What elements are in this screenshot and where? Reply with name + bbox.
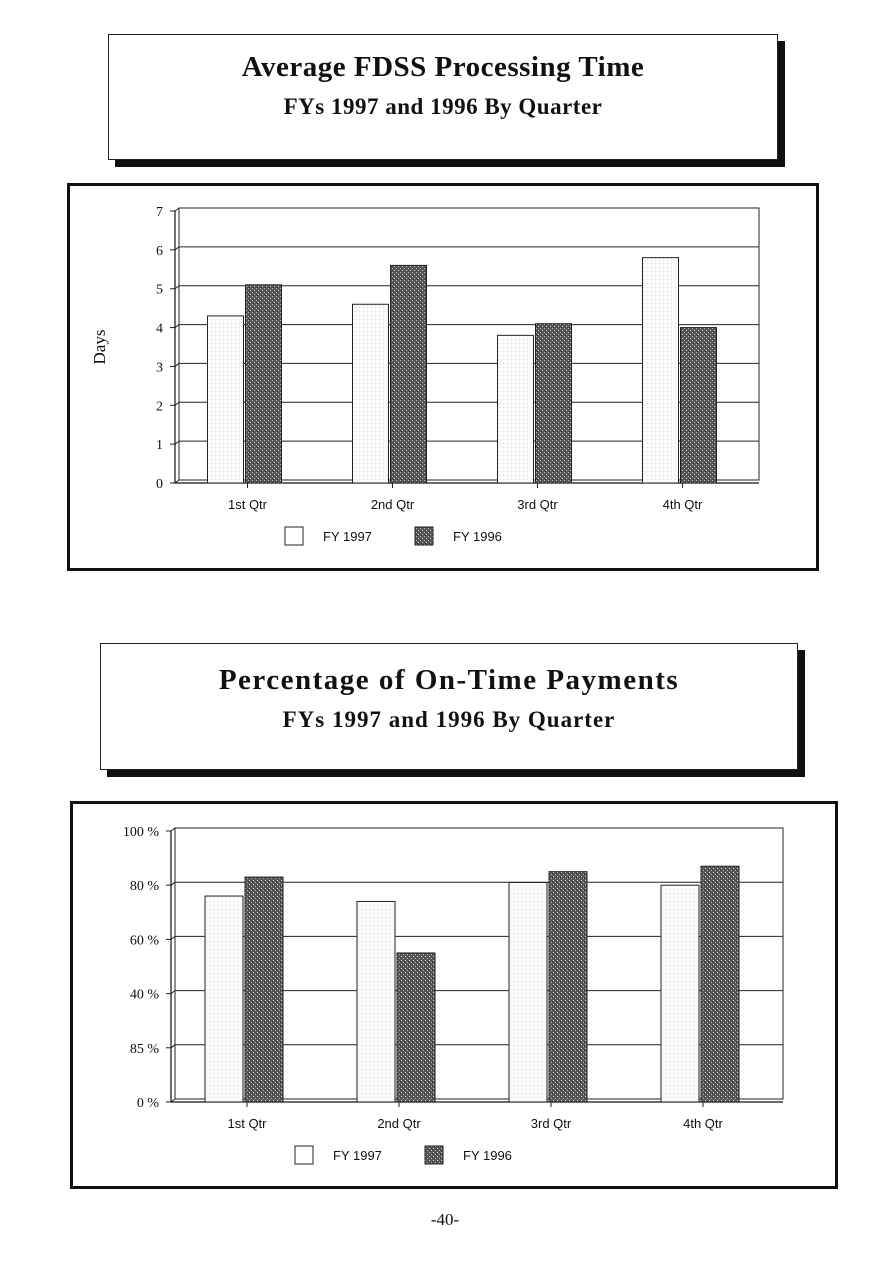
x-tick-label: 4th Qtr	[683, 1116, 723, 1131]
bar-fy1997	[207, 315, 244, 484]
legend-label: FY 1997	[333, 1148, 382, 1163]
bar-fy1997	[508, 881, 548, 1103]
grid-side	[174, 207, 180, 212]
grid-side	[174, 324, 180, 328]
page-number: -40-	[430, 1210, 460, 1229]
y-tick-label: 80 %	[130, 879, 160, 894]
y-tick-label: 1	[156, 438, 163, 453]
legend-swatch	[414, 526, 434, 546]
bar-fy1996	[700, 865, 740, 1103]
bar-fy1997	[660, 884, 700, 1103]
legend-swatch	[294, 1145, 314, 1165]
bar-fy1996	[390, 264, 427, 484]
y-tick-label: 0	[156, 477, 163, 492]
grid-side	[170, 881, 176, 886]
y-tick-label: 4	[156, 322, 163, 337]
bar-fy1997	[204, 895, 244, 1103]
y-tick-label: 40 %	[130, 988, 160, 1003]
y-tick-label: 2	[156, 399, 163, 414]
grid-side	[170, 990, 176, 995]
y-axis-label: Days	[90, 330, 109, 365]
chart2-frame: 0 % 85 % 40 % 60 % 80 % 100 % 1st Qtr 2nd Qtr 3r…	[70, 801, 838, 1189]
bar-fy1997	[497, 334, 534, 484]
x-tick-label: 1st Qtr	[227, 1116, 267, 1131]
legend-swatch	[284, 526, 304, 546]
x-tick-label: 4th Qtr	[663, 497, 703, 512]
grid-side	[170, 827, 176, 832]
chart2-subtitle: FYs 1997 and 1996 By Quarter	[282, 707, 616, 732]
y-tick-label: 60 %	[130, 933, 160, 948]
chart2-svg: 0 % 85 % 40 % 60 % 80 % 100 % 1st Qtr 2nd Qtr 3r…	[123, 825, 784, 1165]
bar-fy1996	[535, 323, 572, 484]
legend-swatch	[424, 1145, 444, 1165]
x-tick-label: 2nd Qtr	[371, 497, 415, 512]
grid-side	[170, 1044, 176, 1049]
x-tick-label: 1st Qtr	[228, 497, 268, 512]
y-tick-label: 5	[156, 283, 163, 298]
bar-fy1997	[352, 303, 389, 484]
x-tick-label: 3rd Qtr	[517, 497, 558, 512]
bar-fy1996	[244, 876, 284, 1103]
chart1-frame: 0 1 2 3 4 5 6 7 Days 1st Qtr 2nd Qtr 3rd Qtr 4th Qtr…	[67, 183, 819, 571]
y-tick-label: 0 %	[137, 1096, 160, 1111]
bar-fy1997	[356, 900, 396, 1103]
chart1-svg: 0 1 2 3 4 5 6 7 Days 1st Qtr 2nd Qtr 3rd Qtr 4th Qtr…	[90, 205, 760, 546]
bar-fy1996	[548, 871, 588, 1103]
bar-fy1996	[245, 284, 282, 484]
bar-fy1996	[680, 327, 717, 484]
y-tick-label: 85 %	[130, 1042, 160, 1057]
y-tick-label: 7	[156, 205, 163, 220]
grid-side	[174, 440, 180, 445]
grid-side	[170, 935, 176, 940]
legend-label: FY 1997	[323, 529, 372, 544]
y-tick-label: 3	[156, 360, 163, 375]
chart2-title: Percentage of On-Time Payments	[218, 664, 680, 696]
grid-side	[174, 363, 180, 367]
y-tick-label: 100 %	[123, 825, 160, 840]
grid-side	[174, 285, 180, 290]
chart2-title-box: Percentage of On-Time Payments FYs 1997 …	[100, 643, 798, 770]
x-tick-label: 3rd Qtr	[531, 1116, 572, 1131]
bar-fy1997	[642, 257, 679, 484]
grid-side	[174, 401, 180, 406]
x-tick-label: 2nd Qtr	[377, 1116, 421, 1131]
chart1-title: Average FDSS Processing Time	[241, 51, 645, 83]
y-tick-label: 6	[156, 244, 163, 259]
bar-fy1996	[396, 952, 436, 1103]
chart1-title-box: Average FDSS Processing Time FYs 1997 an…	[108, 34, 778, 160]
legend-label: FY 1996	[453, 529, 502, 544]
grid-side	[174, 246, 180, 251]
legend-label: FY 1996	[463, 1148, 512, 1163]
chart1-subtitle: FYs 1997 and 1996 By Quarter	[283, 94, 603, 119]
